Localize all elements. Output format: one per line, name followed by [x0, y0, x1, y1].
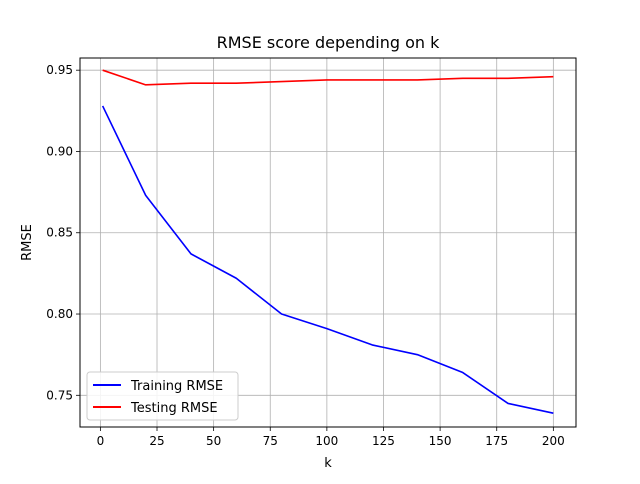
series-line-testing: [102, 69, 554, 86]
y-axis-ticks: 0.75 0.80 0.85 0.90 0.95: [46, 63, 80, 402]
x-tick-label: 175: [485, 434, 508, 448]
x-tick-label: 0: [97, 434, 105, 448]
x-tick-label: 125: [372, 434, 395, 448]
series-line-training: [101, 105, 554, 414]
x-axis-ticks: 0 25 50 75 100 125 150 175 200: [97, 427, 565, 448]
y-tick-label: 0.80: [46, 307, 73, 321]
x-tick-label: 50: [206, 434, 221, 448]
legend-label-testing: Testing RMSE: [130, 401, 218, 416]
x-axis-label: k: [324, 456, 332, 471]
y-tick-label: 0.95: [46, 63, 73, 77]
x-tick-label: 75: [263, 434, 278, 448]
chart-title: RMSE score depending on k: [217, 33, 440, 52]
plot-frame: [79, 57, 577, 428]
series-lines: [101, 69, 554, 414]
legend-label-training: Training RMSE: [130, 379, 223, 394]
y-axis-label: RMSE: [20, 224, 35, 261]
x-tick-label: 150: [429, 434, 452, 448]
grid-lines: [80, 58, 576, 427]
legend: Training RMSE Testing RMSE: [86, 371, 239, 421]
x-tick-label: 100: [315, 434, 338, 448]
legend-box: [86, 371, 239, 421]
y-tick-label: 0.90: [46, 144, 73, 158]
y-tick-label: 0.85: [46, 226, 73, 240]
x-tick-label: 25: [149, 434, 164, 448]
y-tick-label: 0.75: [46, 388, 73, 402]
x-tick-label: 200: [542, 434, 565, 448]
